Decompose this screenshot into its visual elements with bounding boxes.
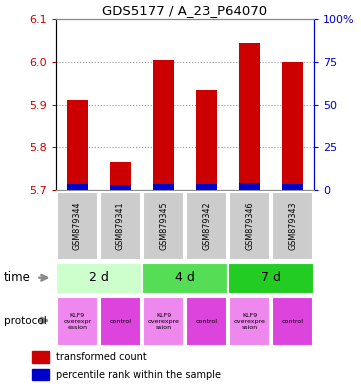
Bar	[110, 185, 131, 190]
Bar	[110, 162, 131, 190]
Text: time: time	[4, 271, 30, 284]
Text: 2 d: 2 d	[89, 271, 109, 284]
Bar	[228, 263, 314, 294]
Bar	[186, 192, 227, 260]
Bar	[272, 297, 313, 346]
Bar	[67, 100, 88, 190]
Text: GSM879344: GSM879344	[73, 201, 82, 250]
Bar	[142, 263, 228, 294]
Bar	[100, 192, 141, 260]
Text: control: control	[196, 319, 218, 324]
Text: control: control	[282, 319, 304, 324]
Text: 7 d: 7 d	[261, 271, 281, 284]
Bar	[229, 192, 270, 260]
Bar	[57, 192, 98, 260]
Bar	[153, 60, 174, 190]
Text: GSM879341: GSM879341	[116, 201, 125, 250]
Bar	[32, 351, 49, 363]
Bar	[282, 184, 303, 190]
Text: KLF9
overexpre
ssion: KLF9 overexpre ssion	[148, 313, 179, 330]
Bar	[229, 297, 270, 346]
Bar	[196, 184, 217, 190]
Bar	[32, 369, 49, 380]
Text: GSM879346: GSM879346	[245, 201, 254, 250]
Bar	[143, 192, 184, 260]
Text: 4 d: 4 d	[175, 271, 195, 284]
Bar	[239, 43, 260, 190]
Bar	[272, 192, 313, 260]
Text: KLF9
overexpr
ession: KLF9 overexpr ession	[64, 313, 92, 330]
Text: control: control	[109, 319, 131, 324]
Bar	[186, 297, 227, 346]
Text: transformed count: transformed count	[56, 353, 147, 362]
Bar	[239, 183, 260, 190]
Text: KLF9
overexpre
ssion: KLF9 overexpre ssion	[234, 313, 265, 330]
Bar	[100, 297, 141, 346]
Bar	[143, 297, 184, 346]
Bar	[57, 297, 98, 346]
Text: GSM879342: GSM879342	[202, 201, 211, 250]
Title: GDS5177 / A_23_P64070: GDS5177 / A_23_P64070	[103, 3, 268, 17]
Text: GSM879345: GSM879345	[159, 201, 168, 250]
Text: percentile rank within the sample: percentile rank within the sample	[56, 369, 221, 379]
Bar	[153, 184, 174, 190]
Text: protocol: protocol	[4, 316, 46, 326]
Bar	[67, 184, 88, 190]
Bar	[196, 90, 217, 190]
Bar	[56, 263, 142, 294]
Text: GSM879343: GSM879343	[288, 201, 297, 250]
Bar	[282, 62, 303, 190]
